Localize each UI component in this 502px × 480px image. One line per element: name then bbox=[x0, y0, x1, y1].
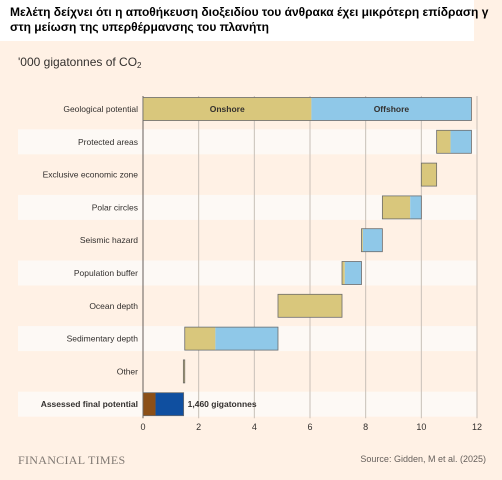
row-band bbox=[18, 391, 477, 417]
row-label: Geological potential bbox=[63, 104, 138, 114]
offshore-bar bbox=[311, 97, 472, 121]
onshore-series-label: Onshore bbox=[210, 104, 245, 114]
row-label: Sedimentary depth bbox=[67, 334, 139, 344]
onshore-bar bbox=[436, 130, 451, 154]
row-band bbox=[18, 129, 477, 155]
x-tick-label: 2 bbox=[196, 422, 201, 432]
row-band bbox=[18, 260, 477, 286]
bar-outline bbox=[142, 97, 472, 121]
x-tick-label: 10 bbox=[416, 422, 426, 432]
onshore-bar bbox=[421, 163, 437, 187]
onshore-bar bbox=[184, 327, 216, 351]
bar-outline bbox=[277, 293, 343, 318]
ft-brand: FINANCIAL TIMES bbox=[18, 453, 126, 467]
bar-outline bbox=[420, 162, 438, 187]
row-label: Population buffer bbox=[74, 268, 138, 278]
final-value-annotation: 1,460 gigatonnes bbox=[188, 399, 257, 409]
offshore-bar bbox=[344, 261, 362, 285]
offshore-bar bbox=[362, 228, 383, 252]
onshore-bar bbox=[382, 195, 411, 219]
units-prefix: '000 gigatonnes of CO bbox=[18, 55, 138, 69]
bar-outline bbox=[182, 359, 186, 384]
offshore-bar bbox=[215, 327, 278, 351]
bar-outline bbox=[341, 261, 362, 285]
row-label: Protected areas bbox=[78, 137, 138, 147]
units-label: '000 gigatonnes of CO2 bbox=[18, 55, 142, 70]
bar-outline bbox=[184, 326, 279, 351]
source-note: Source: Gidden, M et al. (2025) bbox=[360, 454, 486, 464]
row-label: Polar circles bbox=[92, 202, 138, 212]
bar-outline bbox=[381, 195, 422, 220]
onshore-bar bbox=[143, 392, 156, 416]
row-label: Seismic hazard bbox=[80, 235, 138, 245]
bar-outline bbox=[142, 392, 185, 417]
units-subscript: 2 bbox=[137, 61, 142, 70]
onshore-bar bbox=[361, 228, 363, 252]
headline-background bbox=[0, 0, 474, 41]
headline-line-1: Μελέτη δείχνει ότι η αποθήκευση διοξειδί… bbox=[10, 5, 489, 19]
onshore-bar bbox=[277, 294, 343, 318]
bar-outline bbox=[361, 228, 383, 253]
row-label: Exclusive economic zone bbox=[43, 170, 139, 180]
offshore-bar bbox=[410, 195, 422, 219]
onshore-bar bbox=[342, 261, 345, 285]
row-label: Assessed final potential bbox=[41, 399, 138, 409]
x-tick-label: 6 bbox=[307, 422, 312, 432]
onshore-bar bbox=[143, 97, 312, 121]
headline: Μελέτη δείχνει ότι η αποθήκευση διοξειδί… bbox=[10, 5, 490, 35]
row-label: Other bbox=[117, 366, 138, 376]
headline-line-2: στη μείωση της υπερθέρμανσης του πλανήτη bbox=[10, 20, 269, 34]
x-tick-label: 4 bbox=[252, 422, 257, 432]
onshore-bar bbox=[183, 359, 185, 383]
x-tick-label: 12 bbox=[472, 422, 482, 432]
row-label: Ocean depth bbox=[89, 301, 138, 311]
offshore-series-label: Offshore bbox=[374, 104, 410, 114]
x-tick-label: 8 bbox=[363, 422, 368, 432]
offshore-bar bbox=[450, 130, 472, 154]
x-tick-label: 0 bbox=[140, 422, 145, 432]
offshore-bar bbox=[155, 392, 184, 416]
bar-outline bbox=[436, 129, 472, 154]
